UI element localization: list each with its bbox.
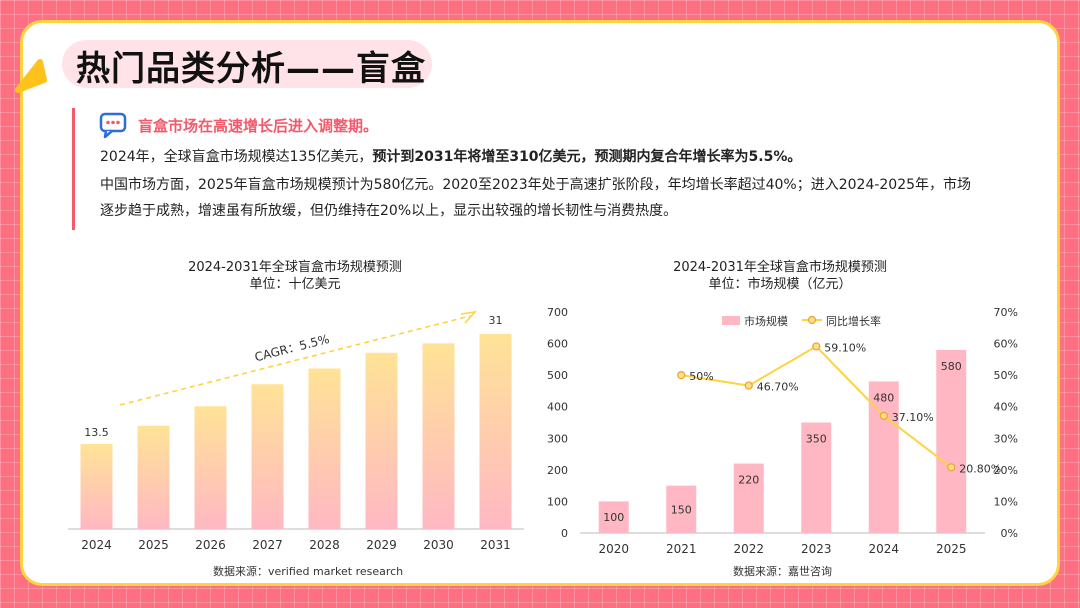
right-combo-chart: 0 100 200 300 400 500 600 700 0% 10% 20% 30% 40% 50% 6… (547, 306, 1018, 556)
paragraph-1-bold: 预计到2031年将增至310亿美元，预测期内复合年增长率为5.5%。 (372, 149, 802, 165)
left-bar-2030 (422, 343, 455, 529)
left-x-tick-2025: 2025 (138, 538, 169, 552)
legend-bar-label: 市场规模 (744, 314, 788, 328)
right-x-tick-2022: 2022 (733, 542, 764, 556)
right-chart-source: 数据来源：嘉世咨询 (733, 565, 832, 578)
right-bar-label-2023: 350 (806, 433, 827, 446)
left-data-label-first: 13.5 (84, 426, 109, 439)
left-x-tick-2029: 2029 (366, 538, 397, 552)
right-y-right-tick-20%: 20% (994, 464, 1018, 477)
growth-point-2025 (947, 463, 956, 472)
right-x-tick-2021: 2021 (666, 542, 697, 556)
growth-point-2021 (677, 371, 686, 380)
right-bar-label-2021: 150 (671, 503, 692, 516)
right-y-left-tick-500: 500 (547, 369, 568, 382)
left-bar-2029 (365, 352, 398, 529)
growth-point-2023 (812, 342, 821, 351)
title-highlight (62, 40, 432, 88)
left-chart-subtitle: 单位：十亿美元 (249, 277, 341, 292)
left-chart-title: 2024-2031年全球盲盒市场规模预测 (188, 260, 402, 275)
left-data-label-last: 31 (489, 314, 503, 327)
right-chart-subtitle: 单位：市场规模（亿元） (708, 277, 852, 292)
legend-line-marker (807, 315, 817, 325)
growth-label-2023: 59.10% (824, 341, 866, 354)
legend-bar-swatch (722, 316, 740, 325)
growth-label-2025: 20.80% (959, 462, 1001, 475)
right-y-right-tick-50%: 50% (994, 369, 1018, 382)
right-bar-label-2022: 220 (738, 474, 759, 487)
right-y-left-tick-0: 0 (561, 527, 568, 540)
growth-label-2024: 37.10% (892, 411, 934, 424)
right-y-left-tick-200: 200 (547, 464, 568, 477)
paragraph-2-line-1: 中国市场方面，2025年盲盒市场规模预计为580亿元。2020至2023年处于高… (100, 177, 972, 193)
paragraph-1-pre: 2024年，全球盲盒市场规模达135亿美元， (100, 149, 373, 165)
right-bar-2022 (733, 463, 764, 533)
growth-point-2022 (744, 381, 753, 390)
right-x-tick-2024: 2024 (868, 542, 899, 556)
right-y-right-tick-0%: 0% (1001, 527, 1018, 540)
right-bar-2023 (801, 422, 832, 533)
left-bar-chart: 2024 2025 2026 2027 2028 2029 2030 2031 13.5 31 CA… (68, 310, 524, 552)
right-bar-label-2020: 100 (603, 511, 624, 524)
growth-label-2022: 46.70% (757, 381, 799, 394)
right-chart-title: 2024-2031年全球盲盒市场规模预测 (673, 260, 887, 275)
right-x-tick-2020: 2020 (598, 542, 629, 556)
left-bar-2025 (137, 425, 170, 529)
paragraph-2-line-2: 逐步趋于成熟，增速虽有所放缓，但仍维持在20%以上，显示出较强的增长韧性与消费热… (100, 203, 678, 219)
left-x-tick-2030: 2030 (423, 538, 454, 552)
growth-label-2021: 50% (689, 370, 713, 383)
right-y-left-tick-600: 600 (547, 338, 568, 351)
text-accent-bar (72, 108, 75, 230)
right-bar-label-2025: 580 (941, 360, 962, 373)
left-x-tick-2027: 2027 (252, 538, 283, 552)
right-bar-2021 (666, 485, 697, 533)
left-bar-2027 (251, 384, 284, 529)
cagr-arrow-head (460, 310, 478, 324)
right-x-tick-2023: 2023 (801, 542, 832, 556)
right-y-right-tick-40%: 40% (994, 401, 1018, 414)
cagr-annotation: CAGR：5.5% (253, 332, 331, 364)
left-x-tick-2024: 2024 (81, 538, 112, 552)
left-x-tick-2028: 2028 (309, 538, 340, 552)
right-bar-2025 (936, 349, 967, 533)
right-y-right-tick-10%: 10% (994, 495, 1018, 508)
right-y-right-tick-30%: 30% (994, 432, 1018, 445)
left-bar-2031 (479, 333, 512, 529)
right-bar-label-2024: 480 (873, 391, 894, 404)
right-y-right-tick-70%: 70% (994, 306, 1018, 319)
left-bar-2026 (194, 406, 227, 529)
right-y-left-tick-400: 400 (547, 401, 568, 414)
legend-line-label: 同比增长率 (826, 314, 881, 328)
paragraph-1: 2024年，全球盲盒市场规模达135亿美元，预计到2031年将增至310亿美元，… (100, 146, 801, 166)
right-x-tick-2025: 2025 (936, 542, 967, 556)
right-bar-2020 (598, 501, 629, 533)
right-y-left-tick-300: 300 (547, 432, 568, 445)
chat-bubble-icon (99, 112, 127, 139)
left-bar-2024 (80, 444, 113, 529)
right-y-left-tick-100: 100 (547, 495, 568, 508)
page-title: 热门品类分析——盲盒 (76, 49, 426, 89)
left-x-tick-2031: 2031 (480, 538, 511, 552)
right-y-right-tick-60%: 60% (994, 338, 1018, 351)
left-chart-source: 数据来源：verified market research (213, 565, 404, 578)
left-bar-2028 (308, 368, 341, 529)
left-x-tick-2026: 2026 (195, 538, 226, 552)
growth-point-2024 (879, 411, 888, 420)
right-y-left-tick-700: 700 (547, 306, 568, 319)
cagr-arrow-line (119, 315, 471, 406)
cursor-arrow-icon (15, 59, 47, 93)
headline: 盲盒市场在高速增长后进入调整期。 (138, 117, 379, 135)
